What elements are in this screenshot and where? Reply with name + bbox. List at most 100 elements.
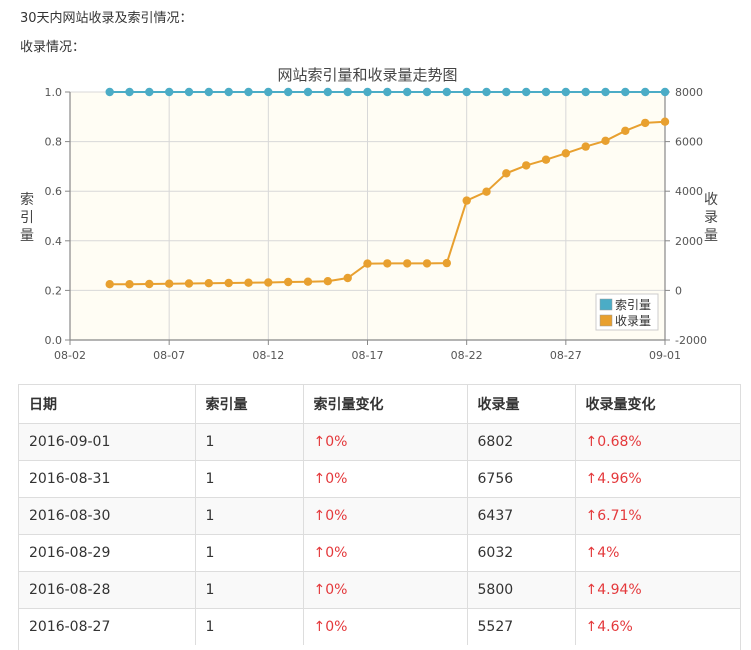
index-point bbox=[581, 87, 590, 97]
indexed-point bbox=[244, 278, 253, 287]
index-point bbox=[184, 87, 194, 97]
indexed-point bbox=[522, 161, 531, 170]
y-right-tick-label: -2000 bbox=[675, 334, 707, 347]
y-left-tick-label: 0.4 bbox=[45, 235, 63, 248]
index-point bbox=[264, 87, 273, 97]
index-point bbox=[165, 87, 174, 97]
index-change-cell: ↑0% bbox=[302, 608, 467, 645]
date-cell: 2016-08-28 bbox=[19, 571, 195, 609]
index-point bbox=[601, 87, 610, 97]
intro-heading: 30天内网站收录及索引情况： bbox=[20, 11, 193, 26]
indexed-point bbox=[105, 280, 114, 289]
index-cell: 1 bbox=[194, 571, 303, 609]
y-right-tick-label: 8000 bbox=[675, 86, 703, 99]
indexed-point bbox=[621, 126, 630, 135]
x-tick-label: 08-17 bbox=[352, 349, 384, 362]
indexed-point bbox=[482, 187, 491, 196]
index-cell: 1 bbox=[194, 608, 303, 645]
indexed-point bbox=[641, 118, 650, 128]
y-right-axis-title: 收录量 bbox=[704, 192, 718, 244]
data-table-container: 日期 索引量 索引量变化 收录量 收录量变化 2016-09-01 1 ↑0% 6802 ↑0.… bbox=[18, 384, 741, 650]
indexed-point bbox=[264, 278, 273, 287]
index-point bbox=[204, 87, 213, 97]
indexed-point bbox=[145, 279, 154, 289]
column-header-indexed-change-header: 收录量变化 bbox=[574, 385, 740, 424]
x-tick-label: 09-01 bbox=[649, 349, 681, 362]
index-point bbox=[363, 87, 372, 97]
table-row: 2016-08-29 1 ↑0% 6032 ↑4% bbox=[19, 534, 740, 572]
index-point bbox=[343, 87, 352, 97]
indexed-cell: 6032 bbox=[466, 534, 575, 572]
index-point bbox=[383, 87, 392, 97]
y-left-tick-label: 0.8 bbox=[45, 136, 63, 149]
table-row: 2016-08-28 1 ↑0% 5800 ↑4.94% bbox=[19, 571, 740, 609]
indexed-point bbox=[343, 273, 352, 283]
index-point bbox=[641, 87, 650, 97]
index-point bbox=[502, 87, 511, 97]
index-change-cell: ↑0% bbox=[302, 460, 467, 498]
indexed-point bbox=[284, 277, 293, 287]
index-point bbox=[323, 87, 332, 97]
indexed-point bbox=[442, 258, 451, 268]
indexed-point bbox=[303, 277, 313, 286]
index-point bbox=[244, 87, 253, 97]
indexed-change-cell: ↑4% bbox=[574, 534, 740, 572]
indexed-point bbox=[323, 277, 332, 286]
index-point bbox=[482, 87, 491, 97]
trend-chart-svg: 网站索引量和收录量走势图 0.0 0.2 0.4 0.6 0.8 1.0 -2000 0 2000… bbox=[20, 66, 718, 362]
index-point bbox=[284, 87, 293, 97]
date-cell: 2016-08-31 bbox=[19, 460, 195, 498]
indexed-point bbox=[224, 278, 233, 288]
date-cell: 2016-08-29 bbox=[19, 534, 195, 572]
indexed-point bbox=[502, 169, 511, 178]
index-point bbox=[145, 87, 154, 97]
indexed-cell: 6802 bbox=[466, 423, 575, 461]
trend-chart: 网站索引量和收录量走势图 0.0 0.2 0.4 0.6 0.8 1.0 -2000 0 2000… bbox=[0, 58, 751, 368]
y-left-tick-label: 0.0 bbox=[45, 334, 63, 347]
indexed-cell: 5527 bbox=[466, 608, 575, 645]
table-row: 2016-08-31 1 ↑0% 6756 ↑4.96% bbox=[19, 460, 740, 498]
indexed-point bbox=[125, 280, 134, 289]
index-point bbox=[403, 87, 412, 97]
table-row: 2016-08-30 1 ↑0% 6437 ↑6.71% bbox=[19, 497, 740, 535]
index-point bbox=[105, 87, 114, 97]
indexed-point bbox=[601, 136, 610, 145]
indexed-change-cell: ↑4.94% bbox=[574, 571, 740, 609]
index-point bbox=[422, 87, 432, 97]
x-tick-label: 08-07 bbox=[153, 349, 185, 362]
index-point bbox=[442, 87, 451, 97]
indexed-change-cell: ↑4.96% bbox=[574, 460, 740, 498]
y-left-tick-label: 1.0 bbox=[45, 86, 63, 99]
index-change-cell: ↑0% bbox=[302, 497, 467, 535]
section-label: 收录情况： bbox=[20, 40, 86, 55]
column-header-index-header: 索引量 bbox=[194, 385, 303, 424]
index-point bbox=[522, 87, 531, 97]
indexed-point bbox=[403, 259, 412, 268]
index-change-cell: ↑0% bbox=[302, 534, 467, 572]
x-tick-label: 08-22 bbox=[451, 349, 483, 362]
index-cell: 1 bbox=[194, 423, 303, 461]
x-tick-label: 08-12 bbox=[252, 349, 284, 362]
index-point bbox=[660, 87, 670, 97]
index-point bbox=[224, 87, 233, 97]
indexed-point bbox=[581, 142, 590, 151]
indexed-change-cell: ↑4.6% bbox=[574, 608, 740, 645]
y-right-tick-label: 6000 bbox=[675, 136, 703, 149]
indexed-cell: 5800 bbox=[466, 571, 575, 609]
indexed-point bbox=[184, 279, 194, 288]
index-point bbox=[621, 87, 630, 97]
y-right-tick-label: 4000 bbox=[675, 185, 703, 198]
indexed-point bbox=[363, 259, 372, 268]
indexed-point bbox=[660, 117, 670, 126]
date-cell: 2016-08-30 bbox=[19, 497, 195, 535]
table-row: 2016-09-01 1 ↑0% 6802 ↑0.68% bbox=[19, 423, 740, 461]
y-left-axis-title: 索引量 bbox=[20, 191, 34, 244]
legend-label: 索引量 bbox=[615, 298, 651, 312]
index-point bbox=[561, 87, 570, 97]
index-change-cell: ↑0% bbox=[302, 571, 467, 609]
x-tick-label: 08-27 bbox=[550, 349, 582, 362]
index-point bbox=[541, 87, 551, 97]
indexed-point bbox=[541, 155, 551, 164]
indexed-change-cell: ↑6.71% bbox=[574, 497, 740, 535]
